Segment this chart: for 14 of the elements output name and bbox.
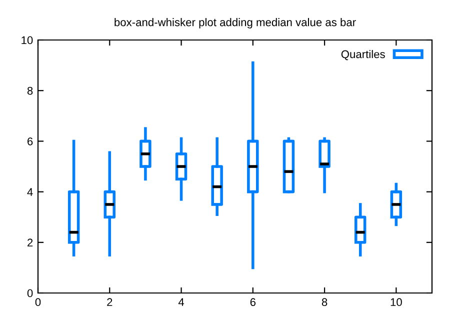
y-tick-label: 0 — [27, 289, 33, 298]
y-tick-label: 8 — [27, 86, 33, 95]
y-tick-label: 2 — [28, 238, 33, 246]
y-tick-label: 6 — [28, 137, 33, 146]
x-tick-label: 4 — [178, 298, 184, 306]
x-tick-label: 2 — [107, 298, 112, 306]
x-tick-label: 8 — [322, 298, 328, 306]
y-tick-label: 10 — [22, 36, 33, 44]
legend-label: Quartiles — [341, 50, 385, 60]
x-tick-label: 10 — [390, 298, 402, 306]
chart-title: box-and-whisker plot adding median value as bar — [114, 18, 356, 28]
x-tick-label: 6 — [250, 298, 256, 306]
y-tick-label: 4 — [27, 188, 33, 196]
x-tick-label: 0 — [35, 298, 41, 306]
